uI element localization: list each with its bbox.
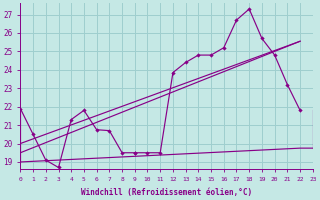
- X-axis label: Windchill (Refroidissement éolien,°C): Windchill (Refroidissement éolien,°C): [81, 188, 252, 197]
